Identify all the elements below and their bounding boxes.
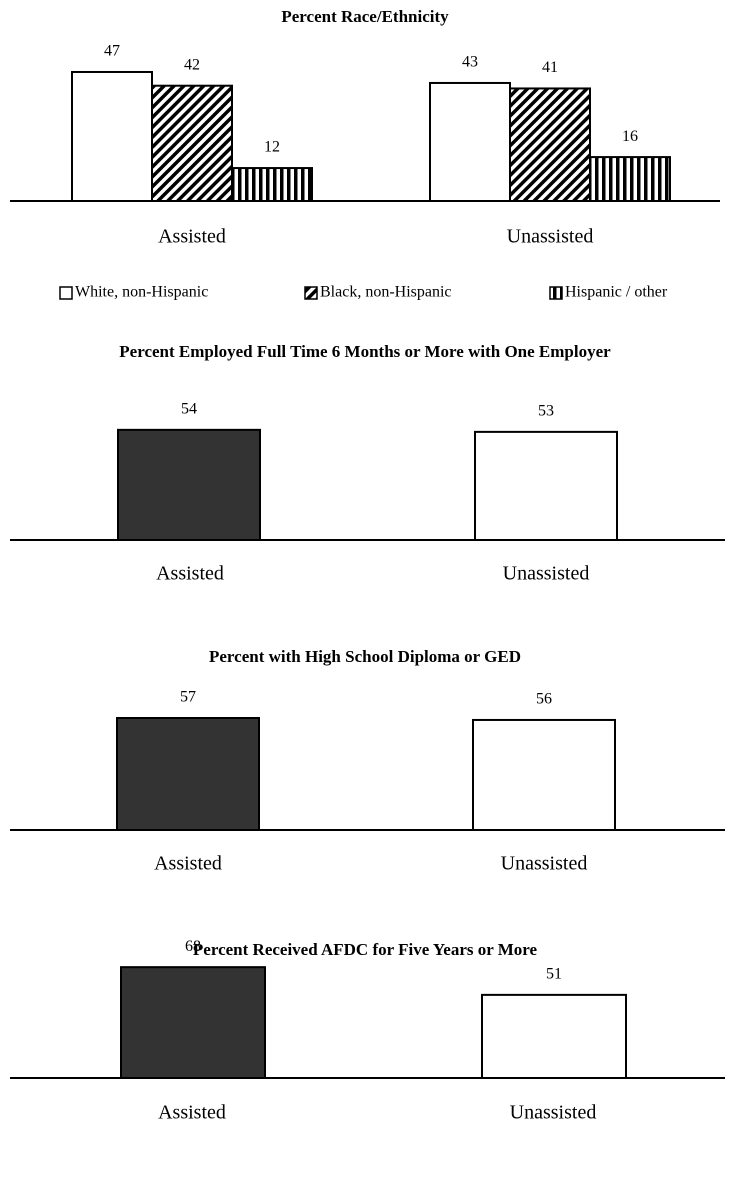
- data-label: 54: [181, 401, 197, 418]
- data-label: 53: [538, 403, 554, 420]
- x-tick-label: Unassisted: [510, 1102, 597, 1124]
- x-tick-label: Assisted: [158, 226, 226, 248]
- bar: [474, 430, 618, 542]
- x-tick-label: Assisted: [154, 853, 222, 875]
- bar: [71, 70, 153, 202]
- data-label: 41: [542, 59, 558, 76]
- legend-swatch: [304, 286, 318, 300]
- data-label: 47: [104, 43, 120, 60]
- legend-label: White, non-Hispanic: [75, 284, 208, 301]
- bar: [481, 993, 627, 1079]
- data-label: 51: [546, 966, 562, 983]
- bar: [429, 81, 511, 202]
- chart-title: Percent Received AFDC for Five Years or …: [193, 940, 538, 959]
- x-tick-label: Assisted: [158, 1102, 226, 1124]
- data-label: 56: [536, 691, 552, 708]
- x-tick-label: Unassisted: [507, 226, 594, 248]
- chart-title: Percent Race/Ethnicity: [281, 7, 449, 26]
- data-label: 68: [185, 938, 201, 955]
- data-label: 42: [184, 56, 200, 73]
- legend-label: Hispanic / other: [565, 284, 668, 301]
- bar: [117, 428, 261, 541]
- data-label: 16: [622, 128, 638, 145]
- bar: [589, 156, 671, 202]
- bar: [509, 87, 591, 202]
- bar: [472, 718, 616, 832]
- legend-swatch: [59, 286, 73, 300]
- bar: [120, 966, 266, 1079]
- chart-title: Percent Employed Full Time 6 Months or M…: [119, 342, 611, 361]
- x-tick-label: Unassisted: [503, 563, 590, 585]
- data-label: 12: [264, 139, 280, 156]
- legend-swatch: [549, 286, 563, 300]
- bar: [231, 167, 313, 202]
- legend-label: Black, non-Hispanic: [320, 284, 452, 301]
- data-label: 57: [180, 689, 196, 706]
- data-label: 43: [462, 54, 478, 71]
- bar: [151, 84, 233, 202]
- chart-title: Percent with High School Diploma or GED: [209, 647, 521, 666]
- bar: [116, 716, 260, 831]
- x-tick-label: Assisted: [156, 563, 224, 585]
- x-tick-label: Unassisted: [501, 853, 588, 875]
